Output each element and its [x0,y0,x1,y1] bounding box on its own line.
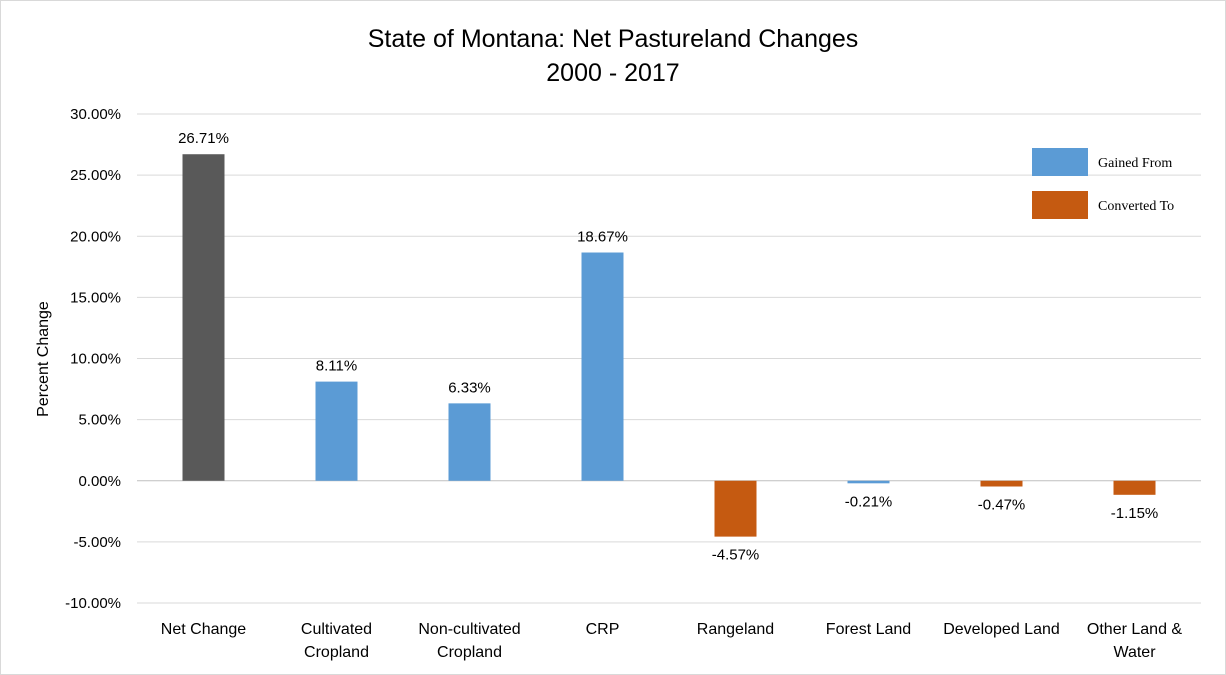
data-label: 26.71% [178,130,229,147]
legend-label: Converted To [1098,199,1174,214]
bar [714,480,757,537]
legend-label: Gained From [1098,156,1172,171]
gridlines [137,113,1201,604]
data-label: -0.21% [845,493,893,510]
x-category-label: Net Change [161,621,246,638]
bar [581,252,624,481]
bar [1113,480,1156,495]
data-label: 6.33% [448,379,491,396]
y-tick-label: 20.00% [70,228,121,245]
x-category-label: Rangeland [697,621,774,638]
y-tick-label: -5.00% [73,534,121,551]
x-category-label: Developed Land [943,621,1060,638]
x-category-label: Forest Land [826,621,911,638]
data-label: 8.11% [316,358,357,375]
bar [315,381,358,481]
y-axis-ticks: 30.00% 25.00% 20.00% 15.00% 10.00% 5.00% 0.00%… [65,106,121,612]
y-tick-label: 25.00% [70,167,121,184]
x-category-label: CRP [586,621,620,638]
legend-swatch [1032,191,1088,219]
data-label: 18.67% [577,229,628,246]
x-category-label: Cultivated Cropland [301,621,372,661]
y-tick-label: 30.00% [70,106,121,123]
data-label: -4.57% [712,547,760,564]
bar [847,480,890,484]
data-label: -0.47% [978,496,1026,513]
legend: Gained From Converted To [1032,148,1174,219]
y-tick-label: 5.00% [78,412,121,429]
x-category-label: Non-cultivated Cropland [418,621,520,661]
bar [448,403,491,481]
y-axis-label: Percent Change [35,301,52,417]
chart-title: State of Montana: Net Pastureland Change… [368,25,859,87]
y-tick-label: 10.00% [70,351,121,368]
y-tick-label: 15.00% [70,289,121,306]
bars [182,154,1156,537]
y-tick-label: 0.00% [78,473,121,490]
x-axis-categories: Net Change Cultivated Cropland Non-cultivat… [161,621,1183,661]
y-tick-label: -10.00% [65,595,121,612]
bar [980,480,1023,487]
chart-title-line-2: 2000 - 2017 [546,59,679,87]
legend-swatch [1032,148,1088,176]
bar [182,154,225,481]
chart-title-line-1: State of Montana: Net Pastureland Change… [368,25,859,53]
data-labels: 26.71% 8.11% 6.33% 18.67% -4.57% -0.21% -0.47%… [178,130,1158,563]
x-category-label: Other Land & Water [1087,621,1183,661]
data-label: -1.15% [1111,505,1159,522]
